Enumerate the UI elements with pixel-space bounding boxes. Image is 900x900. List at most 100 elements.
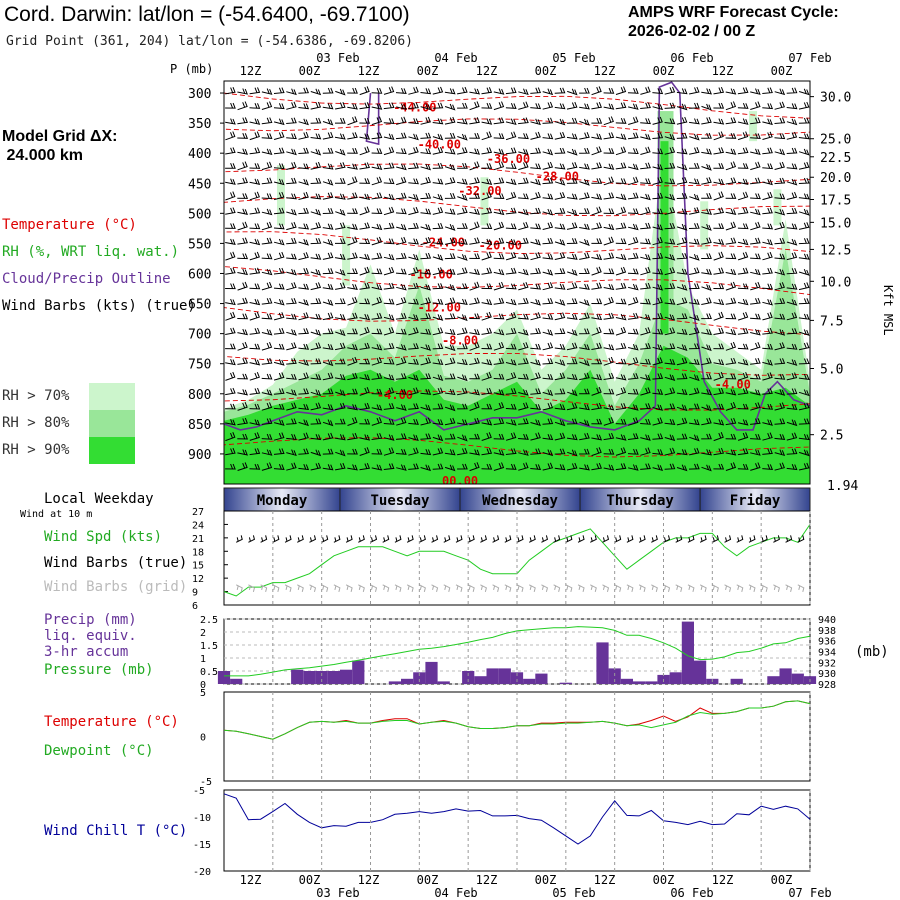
surface-wind-barb-grid: [492, 584, 500, 592]
wind-barb: [249, 238, 261, 246]
wind-barb: [249, 403, 261, 410]
wind-barb: [469, 101, 480, 111]
weekday-label: Wednesday: [482, 493, 558, 509]
wind-barb: [774, 402, 785, 411]
wind-barb: [750, 402, 761, 411]
wind-barb: [359, 178, 371, 184]
wind-barb: [395, 192, 407, 200]
wind-barb: [310, 161, 322, 170]
legend-precip: Precip (mm) liq. equiv. 3-hr accum: [44, 612, 137, 660]
wind-barb: [786, 207, 798, 215]
wind-barb: [713, 311, 724, 321]
wind-barb: [615, 266, 627, 276]
wind-barb: [676, 328, 688, 335]
kft-tick-label: 5.0: [820, 363, 843, 378]
pressure-tick-label: 900: [188, 448, 211, 463]
wind-barb: [750, 433, 761, 440]
wind-barb: [408, 86, 419, 95]
wind-barb: [701, 297, 712, 305]
wind-barb: [371, 312, 383, 320]
wind-chill-tick-label: -5: [193, 786, 205, 797]
wind-barb: [335, 238, 346, 244]
wind-barb: [298, 359, 309, 366]
wind-barb: [554, 118, 566, 126]
wind-barb: [591, 253, 603, 261]
forecast-cycle-date: 2026-02-02 / 00 Z: [628, 23, 756, 40]
wind-barb: [725, 357, 737, 365]
wind-barb: [518, 313, 529, 320]
surface-wind-barb-grid: [602, 584, 610, 592]
wind-barb: [261, 297, 273, 305]
wind-barb: [701, 357, 712, 366]
wind-barb: [457, 102, 468, 109]
surface-wind-barb-true: [687, 535, 695, 543]
top-date-label: 04 Feb: [434, 51, 477, 65]
pressure-tick-label: 450: [188, 177, 211, 192]
wind-barb: [334, 298, 346, 305]
wind-barb: [701, 328, 712, 336]
wind-barb: [310, 117, 322, 124]
precip-bar: [767, 676, 780, 684]
wind-barb: [310, 208, 322, 216]
wind-barb: [395, 208, 407, 215]
wind-barb: [322, 223, 334, 230]
wind-barb: [237, 462, 248, 471]
wind-barb: [481, 387, 493, 395]
wind-barb: [615, 313, 627, 321]
precip-bar: [620, 678, 633, 684]
wind-barb: [530, 207, 542, 215]
wind-barb: [420, 192, 432, 200]
wind-barb: [737, 147, 749, 155]
wind-barb: [383, 298, 395, 305]
kft-tick-label: 17.5: [820, 193, 851, 208]
surface-wind-barb-grid: [309, 584, 317, 592]
wind-barb: [505, 388, 517, 395]
wind-barb: [640, 343, 651, 350]
wind-barb: [310, 269, 322, 276]
wind-barb: [310, 193, 322, 200]
wind-barb: [249, 387, 261, 395]
wind-barb: [347, 87, 358, 94]
wind-barb: [310, 358, 322, 365]
wind-barb: [640, 193, 651, 201]
wind-barb: [383, 118, 395, 124]
wind-barb: [774, 177, 786, 185]
precip-tick-label: 1.5: [200, 641, 218, 652]
precip-bar: [388, 681, 401, 684]
wind-barb: [713, 463, 725, 470]
wind-barb: [518, 101, 529, 110]
wind-barb: [725, 389, 737, 396]
wind-barb: [762, 131, 773, 140]
wind-barb: [737, 103, 749, 109]
wind-barb: [579, 448, 590, 455]
wind-barb: [603, 464, 615, 471]
wind-barb: [689, 238, 700, 245]
wind-barb: [457, 374, 468, 382]
wind-barb: [286, 177, 297, 185]
wind-barb: [347, 208, 358, 214]
wind-barb: [798, 418, 810, 425]
wind-barb: [664, 238, 676, 245]
wind-barb: [774, 313, 786, 320]
wind-barb: [627, 312, 639, 320]
wind-barb: [725, 133, 737, 139]
wind-barb: [310, 418, 322, 425]
wind-barb: [395, 433, 407, 440]
wind-barb: [383, 178, 395, 185]
wind-barb: [469, 221, 480, 231]
wind-barb: [408, 447, 419, 456]
wind-barb: [701, 208, 712, 215]
wind-barb: [713, 283, 725, 290]
wind-barb: [762, 419, 773, 426]
wind-barb: [493, 177, 505, 185]
wind-barb: [725, 237, 737, 245]
wind-barb: [493, 88, 505, 95]
wind-barb: [542, 117, 554, 124]
wind-barb: [725, 117, 737, 125]
wind-barb: [664, 343, 676, 350]
wind-barb: [334, 193, 346, 200]
wind-barb: [713, 163, 725, 169]
wind-barb: [420, 148, 432, 155]
wind-barb: [493, 402, 505, 411]
wind-barb: [395, 252, 407, 260]
